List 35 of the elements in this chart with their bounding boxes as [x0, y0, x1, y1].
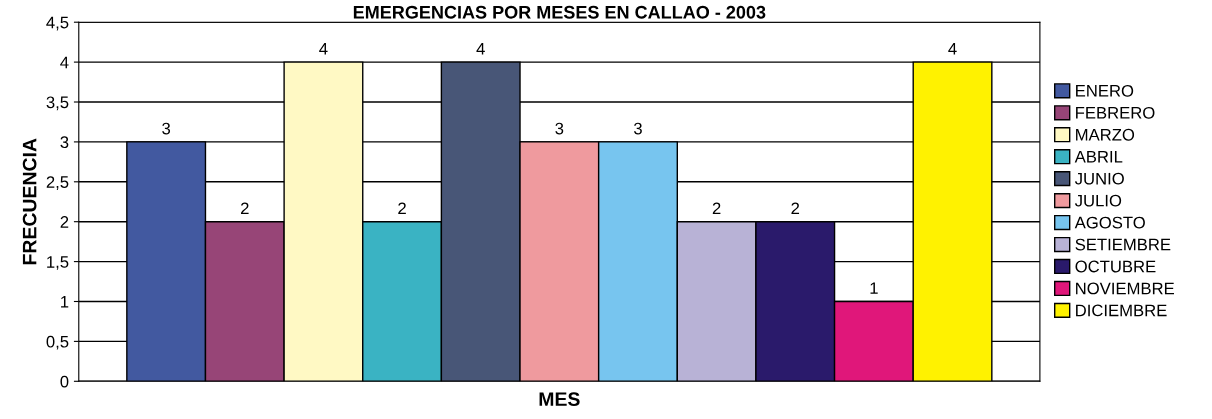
data-label: 4 — [319, 43, 328, 55]
data-label: 2 — [791, 202, 800, 215]
legend-label: ABRIL — [1074, 150, 1123, 163]
legend-label: JUNIO — [1074, 172, 1124, 185]
legend-label: MARZO — [1076, 128, 1135, 141]
data-label: 3 — [633, 122, 642, 135]
legend-label: OCTUBRE — [1075, 260, 1156, 273]
legend-label: JULIO — [1074, 194, 1122, 207]
y-tick-label: 2,5 — [46, 176, 69, 190]
data-label: 4 — [476, 43, 485, 55]
data-label: 2 — [241, 202, 249, 215]
data-label: 3 — [162, 122, 171, 135]
chart-title: EMERGENCIAS POR MESES EN CALLAO - 2003 — [353, 5, 766, 19]
y-tick-label: 3,5 — [46, 96, 69, 111]
data-label: 4 — [948, 43, 957, 55]
y-tick-label: 2 — [60, 216, 69, 228]
data-label: 2 — [712, 202, 721, 215]
data-label: 1 — [870, 282, 878, 294]
x-axis-title: MES — [539, 392, 580, 406]
y-axis-title: FRECUENCIA — [22, 138, 37, 265]
data-label: 2 — [398, 202, 406, 215]
legend-label: ENERO — [1076, 84, 1134, 97]
legend-label: NOVIEMBRE — [1076, 282, 1174, 295]
legend-label: FEBRERO — [1076, 106, 1155, 119]
legend-label: DICIEMBRE — [1076, 304, 1167, 317]
y-tick-label: 0 — [60, 375, 69, 388]
y-tick-label: 1,5 — [47, 256, 69, 270]
legend-label: AGOSTO — [1074, 216, 1145, 229]
y-tick-label: 3 — [60, 136, 69, 149]
legend-label: SETIEMBRE — [1075, 238, 1171, 251]
y-tick-label: 1 — [61, 296, 69, 308]
data-label: 3 — [555, 122, 564, 135]
y-tick-label: 4,5 — [46, 16, 69, 31]
y-tick-label: 0,5 — [46, 335, 69, 350]
y-tick-label: 4 — [60, 56, 69, 69]
